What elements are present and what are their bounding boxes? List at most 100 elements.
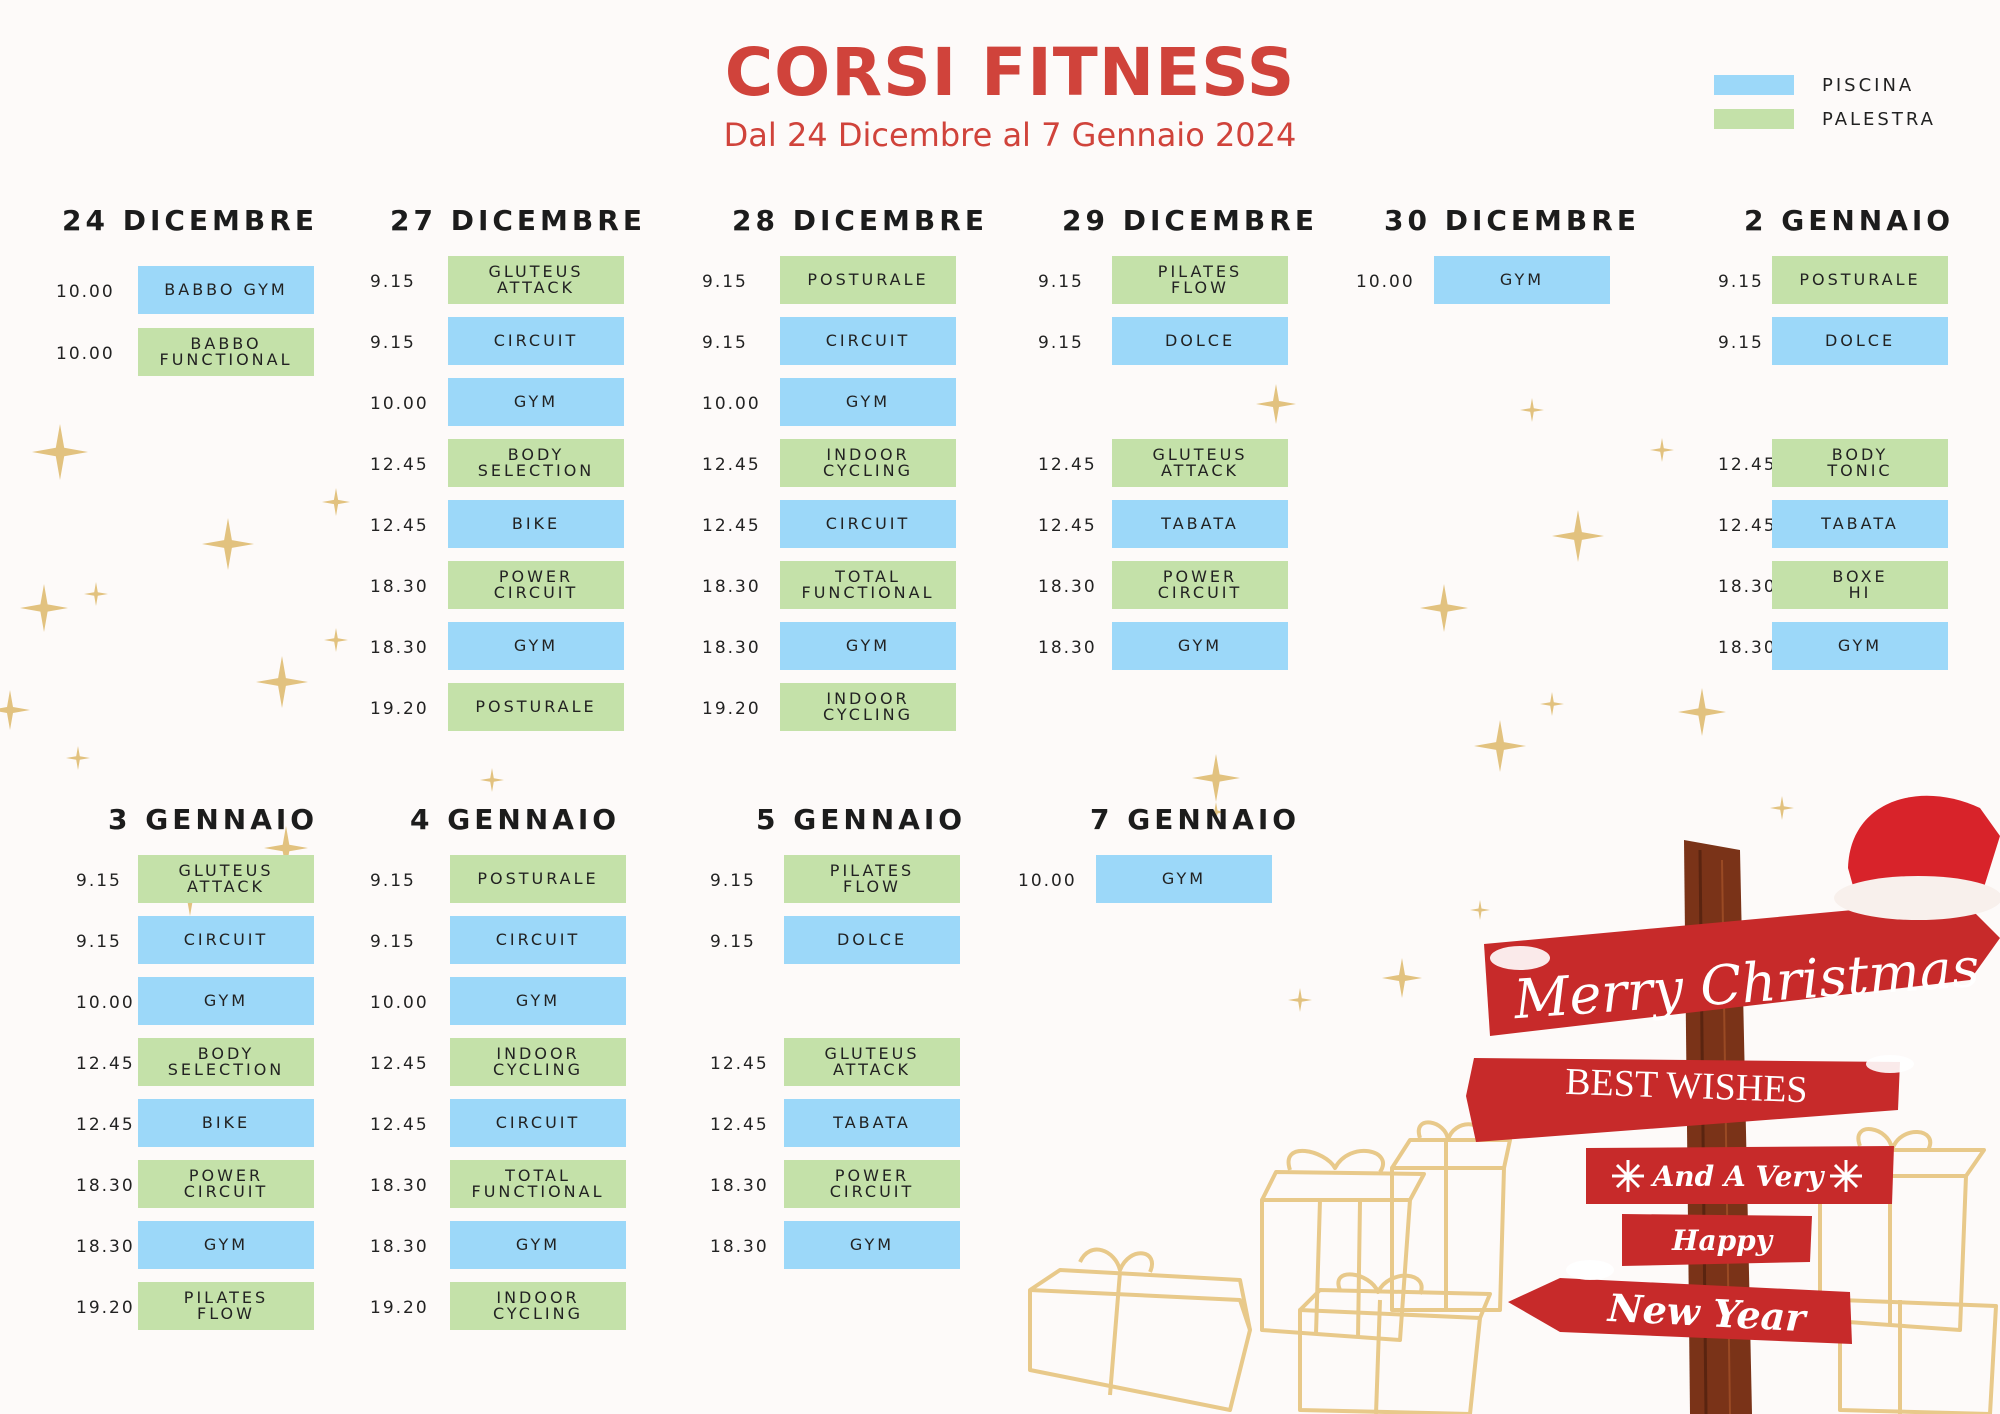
course-slot: 9.15 POSTURALE [696,256,996,308]
course-label: INDOOR CYCLING [450,1282,626,1330]
slot-time: 18.30 [710,1176,769,1196]
course-slot: 10.00 GYM [1012,855,1312,907]
course-slot: 9.15 PILATES FLOW [1028,256,1328,308]
course-label: GYM [448,622,624,670]
course-label: PILATES FLOW [138,1282,314,1330]
course-label: DOLCE [1112,317,1288,365]
course-label: BIKE [138,1099,314,1147]
slot-time: 12.45 [1718,516,1777,536]
course-slot: 12.45 TABATA [700,1099,1000,1151]
legend-swatch-palestra [1714,109,1794,129]
course-slot: 9.15 PILATES FLOW [700,855,1000,907]
course-label: GLUTEUS ATTACK [1112,439,1288,487]
course-slot: 12.45 INDOOR CYCLING [696,439,996,491]
course-label: GYM [780,378,956,426]
course-slot: 12.45 BIKE [364,500,664,552]
course-label: POSTURALE [780,256,956,304]
slot-time: 9.15 [1718,333,1764,353]
course-slot: 9.15 GLUTEUS ATTACK [56,855,356,907]
page-title: CORSI FITNESS [724,34,1296,111]
course-label: BABBO GYM [138,266,314,314]
course-slot: 12.45 GLUTEUS ATTACK [1028,439,1328,491]
course-label: CIRCUIT [138,916,314,964]
slot-time: 12.45 [370,516,429,536]
course-slot: 12.45 GLUTEUS ATTACK [700,1038,1000,1090]
course-label: GYM [448,378,624,426]
course-label: POSTURALE [448,683,624,731]
course-slot: 9.15 POSTURALE [364,855,664,907]
course-label: POWER CIRCUIT [784,1160,960,1208]
course-label: CIRCUIT [450,916,626,964]
slot-time: 18.30 [702,577,761,597]
slot-time: 18.30 [1718,577,1777,597]
course-slot: 12.45 TABATA [1028,500,1328,552]
slot-time: 9.15 [1038,272,1084,292]
course-label: CIRCUIT [450,1099,626,1147]
slot-time: 18.30 [1038,638,1097,658]
course-label: POWER CIRCUIT [1112,561,1288,609]
day-title: 24 DICEMBRE [62,204,318,237]
slot-time: 19.20 [702,699,761,719]
slot-time: 18.30 [702,638,761,658]
day-title: 5 GENNAIO [756,803,967,836]
slot-time: 12.45 [370,455,429,475]
course-slot: 19.20 INDOOR CYCLING [696,683,996,735]
course-slot: 18.30 POWER CIRCUIT [56,1160,356,1212]
slot-time: 12.45 [76,1054,135,1074]
slot-time: 18.30 [1038,577,1097,597]
slot-time: 18.30 [370,1237,429,1257]
sign-best-wishes: BEST WISHES [1565,1061,1809,1111]
course-slot: 10.00 GYM [696,378,996,430]
sign-happy: Happy [1671,1224,1774,1257]
course-label: GYM [780,622,956,670]
course-label: TABATA [1112,500,1288,548]
slot-time: 9.15 [1718,272,1764,292]
slot-time: 9.15 [370,932,416,952]
course-slot: 18.30 TOTAL FUNCTIONAL [364,1160,664,1212]
course-label: POSTURALE [450,855,626,903]
course-label: DOLCE [1772,317,1948,365]
course-slot: 18.30 GYM [696,622,996,674]
slot-time: 9.15 [370,333,416,353]
course-slot: 18.30 TOTAL FUNCTIONAL [696,561,996,613]
slot-time: 18.30 [370,638,429,658]
day-title: 2 GENNAIO [1744,204,1955,237]
course-slot: 10.00 GYM [364,378,664,430]
slot-time: 12.45 [76,1115,135,1135]
legend: PISCINA PALESTRA [1714,68,1936,136]
course-label: GYM [138,1221,314,1269]
santa-hat-icon [1834,795,2000,920]
slot-time: 19.20 [370,1298,429,1318]
course-slot: 18.30 BOXE HI [1704,561,2000,613]
course-label: GYM [1096,855,1272,903]
course-slot: 18.30 POWER CIRCUIT [1028,561,1328,613]
course-label: TABATA [1772,500,1948,548]
course-slot: 9.15 DOLCE [700,916,1000,968]
course-slot: 12.45 BIKE [56,1099,356,1151]
slot-time: 9.15 [1038,333,1084,353]
slot-time: 10.00 [370,394,429,414]
course-slot: 18.30 GYM [1028,622,1328,674]
course-slot: 10.00 BABBO GYM [56,266,356,318]
course-label: GYM [1434,256,1610,304]
course-label: TOTAL FUNCTIONAL [450,1160,626,1208]
course-slot: 10.00 GYM [56,977,356,1029]
course-slot: 18.30 POWER CIRCUIT [700,1160,1000,1212]
sign-and-a-very: And A Very [1650,1160,1826,1193]
slot-time: 18.30 [710,1237,769,1257]
course-slot: 12.45 INDOOR CYCLING [364,1038,664,1090]
course-slot: 9.15 POSTURALE [1704,256,2000,308]
slot-time: 12.45 [1038,455,1097,475]
legend-label-palestra: PALESTRA [1822,108,1936,130]
slot-time: 9.15 [76,932,122,952]
course-label: POWER CIRCUIT [138,1160,314,1208]
course-slot: 18.30 POWER CIRCUIT [364,561,664,613]
course-slot: 18.30 GYM [364,622,664,674]
course-label: BABBO FUNCTIONAL [138,328,314,376]
course-slot: 18.30 GYM [700,1221,1000,1273]
slot-time: 10.00 [702,394,761,414]
gift-box-icon [1028,1120,1998,1414]
legend-swatch-piscina [1714,75,1794,95]
course-label: GLUTEUS ATTACK [448,256,624,304]
sign-new-year: New Year [1606,1285,1810,1340]
